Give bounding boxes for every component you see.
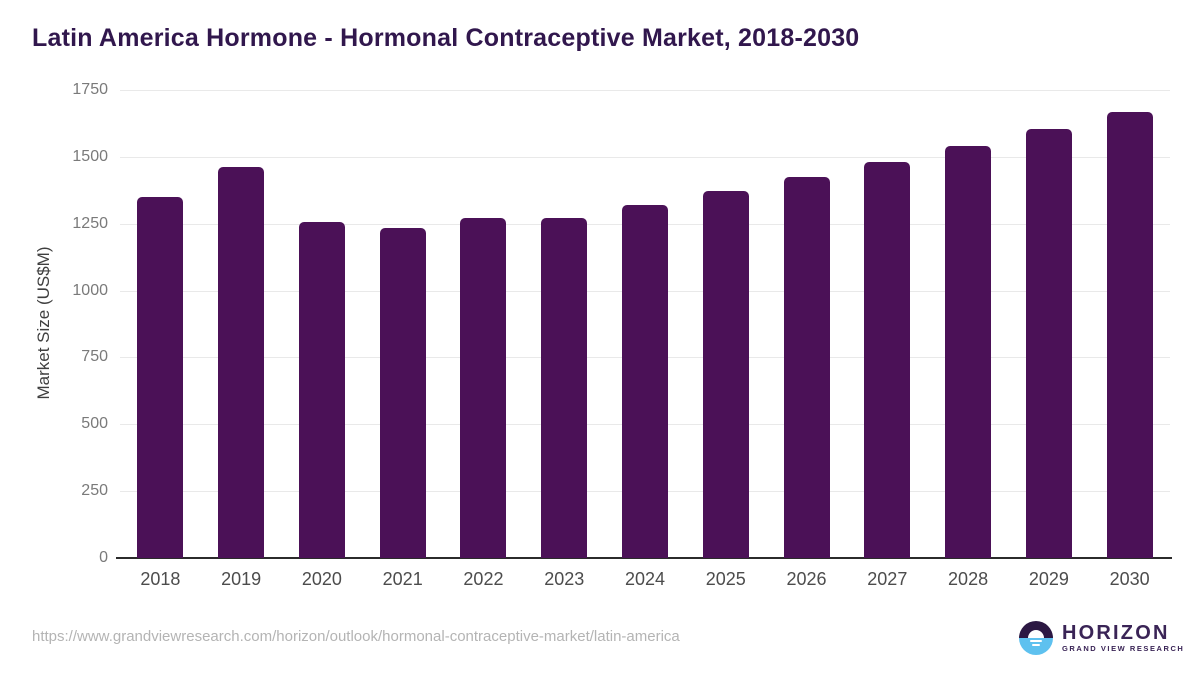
logo-subtitle: GRAND VIEW RESEARCH <box>1062 644 1185 653</box>
chart-title: Latin America Hormone - Hormonal Contrac… <box>32 24 860 52</box>
x-tick-label-2026: 2026 <box>786 569 827 589</box>
x-tick-label-2029: 2029 <box>1028 569 1069 589</box>
x-tick-label-2027: 2027 <box>867 569 908 589</box>
bar-2024 <box>622 204 668 558</box>
bar-2028 <box>945 145 992 558</box>
y-axis-title: Market Size (US$M) <box>34 246 53 400</box>
horizon-logo: HORIZON GRAND VIEW RESEARCH <box>1019 621 1184 655</box>
logo-name: HORIZON <box>1062 622 1170 644</box>
y-tick-label-1250: 1250 <box>72 214 108 232</box>
bar-2023 <box>541 217 588 558</box>
x-tick-label-2021: 2021 <box>382 569 423 589</box>
bar-2022 <box>460 218 507 558</box>
x-tick-label-2023: 2023 <box>544 569 585 589</box>
bar-2018 <box>137 196 184 558</box>
sun-reflection-line <box>1032 644 1040 646</box>
sun-icon <box>1028 630 1044 638</box>
logo-text-block: HORIZON GRAND VIEW RESEARCH <box>1062 623 1184 653</box>
x-axis-line <box>116 557 1172 559</box>
horizon-logo-icon <box>1019 621 1053 655</box>
bar-2029 <box>1025 128 1072 558</box>
x-tick-label-2019: 2019 <box>221 569 262 589</box>
x-tick-label-2025: 2025 <box>705 569 746 589</box>
x-tick-label-2022: 2022 <box>463 569 504 589</box>
x-tick-label-2018: 2018 <box>140 569 181 589</box>
sun-reflection-line <box>1030 640 1042 642</box>
bar-2019 <box>218 167 265 558</box>
x-tick-label-2020: 2020 <box>301 569 342 589</box>
gridline-1750 <box>120 90 1170 91</box>
bar-2021 <box>379 228 426 558</box>
y-tick-label-0: 0 <box>99 549 108 566</box>
source-url: https://www.grandviewresearch.com/horizo… <box>32 628 680 645</box>
y-tick-label-1750: 1750 <box>72 81 108 98</box>
x-tick-label-2030: 2030 <box>1109 569 1150 589</box>
y-tick-label-250: 250 <box>81 482 108 500</box>
bar-2026 <box>783 176 830 558</box>
y-tick-label-1000: 1000 <box>72 281 108 299</box>
y-tick-label-500: 500 <box>81 415 108 433</box>
y-tick-label-750: 750 <box>81 348 108 366</box>
gridline-1500 <box>120 156 1170 158</box>
x-tick-label-2024: 2024 <box>624 569 666 589</box>
bar-2027 <box>864 161 911 558</box>
bar-2030 <box>1106 111 1153 558</box>
y-tick-label-1500: 1500 <box>72 147 108 165</box>
x-tick-label-2028: 2028 <box>948 569 989 589</box>
bar-2025 <box>702 191 749 558</box>
bar-2020 <box>298 221 345 558</box>
